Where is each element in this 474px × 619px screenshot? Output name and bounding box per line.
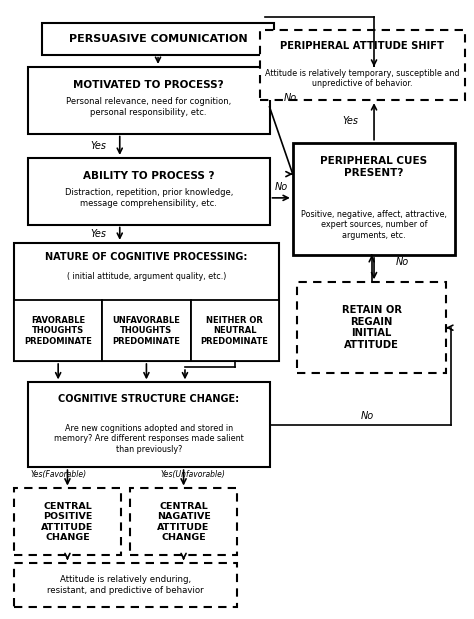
Text: No: No [284,93,297,103]
Text: ABILITY TO PROCESS ?: ABILITY TO PROCESS ? [83,171,215,181]
Text: Yes(Favorable): Yes(Favorable) [30,470,86,479]
Text: PERIPHERAL CUES
PRESENT?: PERIPHERAL CUES PRESENT? [320,156,428,178]
Text: Attitude is relatively temporary, susceptible and
unpredictive of behavior.: Attitude is relatively temporary, suscep… [265,69,460,88]
Text: Personal relevance, need for cognition,
personal responsibility, etc.: Personal relevance, need for cognition, … [66,97,231,116]
Text: Yes(Unfavorable): Yes(Unfavorable) [160,470,225,479]
FancyBboxPatch shape [260,30,465,100]
FancyBboxPatch shape [14,300,102,361]
Text: MOTIVATED TO PROCESS?: MOTIVATED TO PROCESS? [73,80,224,90]
Text: PERSUASIVE COMUNICATION: PERSUASIVE COMUNICATION [69,34,247,44]
FancyBboxPatch shape [28,383,270,467]
FancyBboxPatch shape [14,488,121,555]
Text: UNFAVORABLE
THOUGHTS
PREDOMINATE: UNFAVORABLE THOUGHTS PREDOMINATE [112,316,180,345]
FancyBboxPatch shape [42,23,274,54]
FancyBboxPatch shape [293,143,456,255]
Text: NATURE OF COGNITIVE PROCESSING:: NATURE OF COGNITIVE PROCESSING: [45,252,247,262]
FancyBboxPatch shape [130,488,237,555]
Text: Attitude is relatively enduring,
resistant, and predictive of behavior: Attitude is relatively enduring, resista… [47,575,204,595]
Text: Yes: Yes [91,228,107,239]
FancyBboxPatch shape [191,300,279,361]
FancyBboxPatch shape [14,243,279,361]
Text: FAVORABLE
THOUGHTS
PREDOMINATE: FAVORABLE THOUGHTS PREDOMINATE [24,316,92,345]
Text: ( initial attitude, argument quality, etc.): ( initial attitude, argument quality, et… [67,272,226,281]
Text: Positive, negative, affect, attractive,
expert sources, number of
arguments, etc: Positive, negative, affect, attractive, … [301,210,447,240]
FancyBboxPatch shape [28,158,270,225]
Text: Distraction, repetition, prior knowledge,
message comprehensibility, etc.: Distraction, repetition, prior knowledge… [64,188,233,207]
FancyBboxPatch shape [28,67,270,134]
Text: RETAIN OR
REGAIN
INITIAL
ATTITUDE: RETAIN OR REGAIN INITIAL ATTITUDE [342,305,401,350]
Text: Are new cognitions adopted and stored in
memory? Are different responses made sa: Are new cognitions adopted and stored in… [54,424,244,454]
Text: No: No [360,410,374,421]
Text: Yes: Yes [343,116,359,126]
Text: CENTRAL
POSITIVE
ATTITUDE
CHANGE: CENTRAL POSITIVE ATTITUDE CHANGE [41,502,94,542]
Text: PERIPHERAL ATTITUDE SHIFT: PERIPHERAL ATTITUDE SHIFT [281,41,445,51]
Text: No: No [395,258,409,267]
Text: CENTRAL
NAGATIVE
ATTITUDE
CHANGE: CENTRAL NAGATIVE ATTITUDE CHANGE [156,502,210,542]
Text: COGNITIVE STRUCTURE CHANGE:: COGNITIVE STRUCTURE CHANGE: [58,394,239,404]
FancyBboxPatch shape [297,282,446,373]
Text: NEITHER OR
NEUTRAL
PREDOMINATE: NEITHER OR NEUTRAL PREDOMINATE [201,316,269,345]
FancyBboxPatch shape [14,563,237,607]
Text: No: No [274,182,288,192]
FancyBboxPatch shape [102,300,191,361]
Text: Yes: Yes [91,141,107,150]
